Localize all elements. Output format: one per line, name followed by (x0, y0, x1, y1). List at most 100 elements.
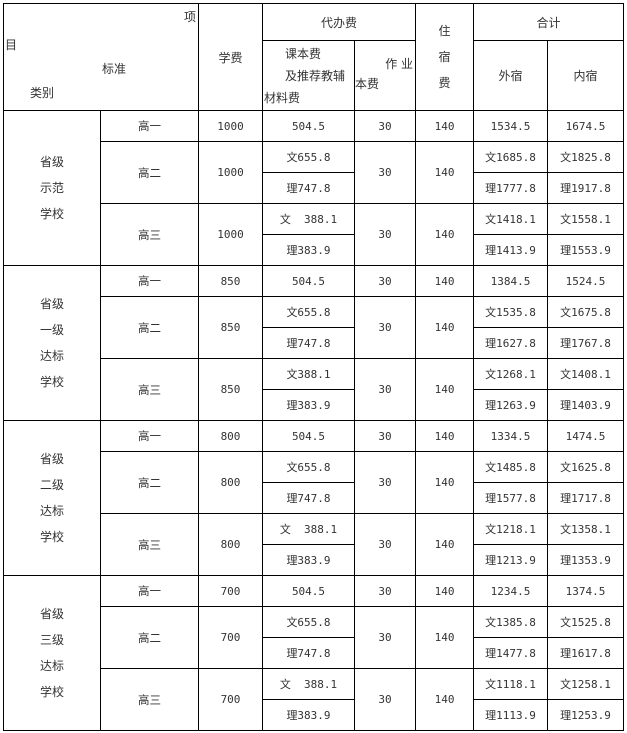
header-standard: 标准 (102, 62, 127, 76)
diagonal-header-cell: 项 目 标准 类别 (3, 3, 199, 111)
table-row: 省级 三级 达标 学校 高一 700 504.5 30 140 1234.5 1374.5 (3, 575, 625, 731)
total-out-dorm-arts: 文1535.8 (473, 296, 549, 328)
grade: 高二 (100, 606, 199, 669)
total-out-dorm-science: 理1413.9 (473, 234, 549, 266)
header-in-dorm: 内宿 (547, 40, 625, 111)
table-row: 理747.8 理1577.8 理1717.8 (4, 482, 625, 514)
total-out-dorm: 1534.5 (473, 110, 549, 142)
header-textbook-fee: 课本费 及推荐教辅 材料费 (262, 40, 355, 111)
tuition: 700 (198, 575, 263, 607)
total-in-dorm-science: 理1767.8 (547, 327, 625, 359)
table-row: 理383.9 理1213.9 理1353.9 (4, 544, 625, 576)
textbook-fee-science: 理747.8 (262, 327, 355, 359)
header-item-1: 项 (183, 10, 196, 24)
textbook-fee-science: 理747.8 (262, 172, 355, 204)
dorm-fee: 140 (415, 141, 475, 204)
textbook-fee-arts: 文 388.1 (262, 513, 355, 545)
total-out-dorm-arts: 文1268.1 (473, 358, 549, 390)
total-out-dorm-arts: 文1118.1 (473, 668, 549, 700)
textbook-fee-arts: 文 388.1 (262, 668, 355, 700)
total-out-dorm: 1384.5 (473, 265, 549, 297)
total-in-dorm-arts: 文1825.8 (547, 141, 625, 173)
table-row: 高二 850 文655.8 30 140 文1535.8 文1675.8 (4, 296, 625, 359)
tuition: 850 (198, 265, 263, 297)
header-workbook-1: 作 业 (385, 57, 414, 71)
workbook-fee: 30 (353, 513, 417, 576)
tuition: 800 (198, 513, 263, 576)
grade: 高三 (100, 513, 199, 576)
grade: 高二 (100, 141, 199, 204)
grade: 高一 (100, 265, 199, 297)
workbook-fee: 30 (353, 203, 417, 266)
table-row: 理747.8 理1477.8 理1617.8 (4, 637, 625, 669)
textbook-fee: 504.5 (262, 110, 355, 142)
school-category: 省级 示范 学校 (3, 110, 101, 266)
total-in-dorm-science: 理1253.9 (547, 699, 625, 731)
total-out-dorm-science: 理1213.9 (473, 544, 549, 576)
category-line: 省级 (39, 297, 64, 311)
total-in-dorm-arts: 文1258.1 (547, 668, 625, 700)
total-out-dorm-science: 理1777.8 (473, 172, 549, 204)
total-out-dorm-science: 理1577.8 (473, 482, 549, 514)
school-category: 省级 三级 达标 学校 (3, 575, 101, 731)
total-out-dorm-arts: 文1685.8 (473, 141, 549, 173)
total-in-dorm-arts: 文1408.1 (547, 358, 625, 390)
textbook-fee-arts: 文655.8 (262, 296, 355, 328)
school-category: 省级 一级 达标 学校 (3, 265, 101, 421)
tuition: 1000 (198, 110, 263, 142)
total-out-dorm-arts: 文1485.8 (473, 451, 549, 483)
table-row: 省级 示范 学校 高一 1000 504.5 30 140 1534.5 1674.5 (3, 110, 625, 266)
workbook-fee: 30 (353, 575, 417, 607)
header-textbook-2: 及推荐教辅 (285, 69, 346, 83)
textbook-fee: 504.5 (262, 420, 355, 452)
school-category: 省级 二级 达标 学校 (3, 420, 101, 576)
category-line: 三级 (39, 633, 64, 647)
textbook-fee-arts: 文388.1 (262, 358, 355, 390)
dorm-fee: 140 (415, 451, 475, 514)
header-dorm-3: 费 (438, 76, 451, 90)
table-row: 省级 一级 达标 学校 高一 850 504.5 30 140 1384.5 1524.5 (3, 265, 625, 421)
tuition: 1000 (198, 203, 263, 266)
category-line: 省级 (39, 452, 64, 466)
grade: 高三 (100, 203, 199, 266)
table-row: 理747.8 理1777.8 理1917.8 (4, 172, 625, 204)
header-tuition: 学费 (198, 3, 263, 111)
table-row: 高二 1000 文655.8 30 140 文1685.8 文1825.8 (4, 141, 625, 204)
category-line: 学校 (39, 685, 64, 699)
tuition: 700 (198, 606, 263, 669)
workbook-fee: 30 (353, 451, 417, 514)
category-line: 达标 (39, 504, 64, 518)
workbook-fee: 30 (353, 110, 417, 142)
workbook-fee: 30 (353, 420, 417, 452)
tuition: 800 (198, 451, 263, 514)
total-out-dorm-arts: 文1418.1 (473, 203, 549, 235)
table-row: 省级 二级 达标 学校 高一 800 504.5 30 140 1334.5 1474.5 (3, 420, 625, 576)
workbook-fee: 30 (353, 296, 417, 359)
tuition: 800 (198, 420, 263, 452)
total-out-dorm-arts: 文1218.1 (473, 513, 549, 545)
category-line: 一级 (39, 323, 64, 337)
textbook-fee-arts: 文655.8 (262, 451, 355, 483)
total-in-dorm: 1674.5 (547, 110, 625, 142)
grade: 高一 (100, 110, 199, 142)
total-in-dorm-arts: 文1558.1 (547, 203, 625, 235)
total-in-dorm: 1474.5 (547, 420, 625, 452)
grade: 高三 (100, 358, 199, 421)
header-total: 合计 (473, 3, 625, 41)
category-line: 学校 (39, 530, 64, 544)
header-textbook-1: 课本费 (285, 47, 322, 61)
fee-table: 项 目 标准 类别 学费 代办费 住 宿 费 合计 课本费 及推荐教辅 材料费 … (3, 3, 625, 731)
header-dorm-2: 宿 (438, 50, 451, 64)
dorm-fee: 140 (415, 575, 475, 607)
textbook-fee-science: 理747.8 (262, 482, 355, 514)
grade: 高一 (100, 420, 199, 452)
dorm-fee: 140 (415, 668, 475, 731)
total-in-dorm-arts: 文1675.8 (547, 296, 625, 328)
textbook-fee-science: 理383.9 (262, 544, 355, 576)
total-out-dorm-science: 理1263.9 (473, 389, 549, 421)
total-in-dorm-arts: 文1525.8 (547, 606, 625, 638)
textbook-fee: 504.5 (262, 575, 355, 607)
header-item-2: 目 (5, 38, 18, 52)
workbook-fee: 30 (353, 265, 417, 297)
grade: 高二 (100, 451, 199, 514)
